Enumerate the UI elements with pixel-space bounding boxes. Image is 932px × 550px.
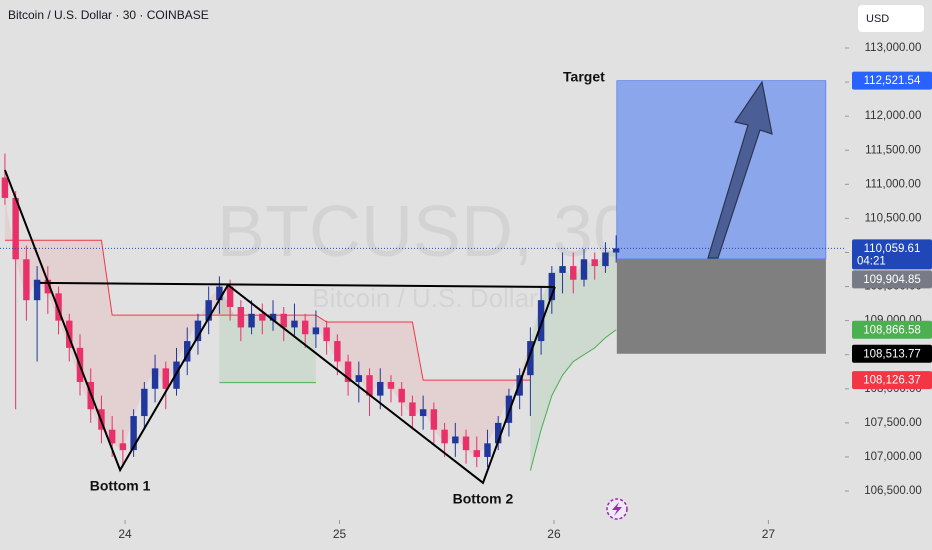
price-label-box [852, 320, 932, 339]
x-tick-label: 24 [118, 527, 132, 541]
watermark: BTCUSD, 30 [217, 192, 633, 272]
candle-body [366, 375, 373, 396]
candle-body [559, 266, 566, 273]
candle-body [12, 197, 19, 260]
price-label-box [852, 371, 932, 390]
candle-body [419, 409, 427, 417]
candle-body [269, 313, 277, 321]
chart-title: Bitcoin / U.S. Dollar · 30 · COINBASE [8, 8, 209, 22]
candle-body [580, 259, 588, 280]
candle-body [387, 381, 395, 389]
price-label-box [852, 344, 932, 363]
band-fill [219, 286, 316, 383]
x-tick-label: 25 [333, 527, 347, 541]
candle-body [151, 368, 159, 389]
price-label: 108,866.58 [863, 324, 921, 336]
candle-body [291, 320, 298, 328]
candle-body [344, 361, 352, 382]
bottom-label: Bottom 2 [453, 491, 514, 507]
arrow [707, 80, 773, 259]
candle-body [462, 436, 470, 451]
watermark-layer: BTCUSD, 30 Bitcoin / U.S. Dollar [217, 192, 633, 313]
y-tick-label: 107,500.00 [864, 417, 922, 429]
candle-body [334, 341, 341, 362]
icon-bolt [612, 502, 622, 516]
price-label-box [852, 270, 932, 289]
candle-body [494, 422, 502, 444]
candle-body [312, 327, 320, 335]
target-label: Target [563, 68, 605, 84]
price-label: 112,521.54 [864, 75, 921, 87]
band-line [529, 329, 617, 471]
candle-body [484, 443, 491, 457]
bottom-label: Bottom 1 [90, 478, 151, 494]
candle-body [301, 320, 309, 335]
candle-body [162, 368, 169, 389]
candle-body [537, 300, 545, 342]
y-tick-label: 111,500.00 [865, 144, 921, 156]
candle-body [602, 252, 609, 267]
currency-button[interactable] [858, 5, 924, 32]
pattern-line [39, 281, 555, 288]
candle-body [119, 443, 127, 451]
candle-body [377, 381, 384, 396]
price-label: 108,513.77 [863, 348, 921, 360]
candle-body [280, 313, 287, 328]
candle-body [612, 248, 620, 253]
candle-body [226, 286, 234, 307]
y-tick-label: 112,000.00 [865, 110, 922, 122]
candle-body [141, 388, 148, 417]
candle-body [44, 279, 52, 294]
candle-body [409, 402, 416, 417]
y-tick-label: 111,000.00 [865, 178, 921, 190]
stop-zone [616, 258, 826, 354]
candle-body [23, 259, 30, 301]
x-tick-label: 26 [547, 527, 561, 541]
candle-body [355, 375, 363, 382]
candle-body [570, 266, 577, 280]
candle-body [237, 306, 245, 328]
candle-body [527, 341, 534, 376]
y-tick-label: 110,500.00 [865, 212, 922, 224]
candle-body [130, 416, 137, 451]
candle-body [452, 436, 459, 444]
candle-body [591, 259, 598, 267]
candle-body [205, 300, 212, 321]
watermark-subtitle: Bitcoin / U.S. Dollar [312, 283, 538, 313]
candle-body [473, 450, 480, 457]
candle-body [323, 327, 330, 342]
icon [606, 498, 628, 520]
candle-body [66, 320, 73, 348]
candle-body [184, 341, 191, 362]
candle-body [430, 409, 438, 430]
price-label: 110,059.61 [864, 243, 921, 255]
y-tick-label: 106,500.00 [864, 485, 922, 497]
x-tick-label: 27 [762, 527, 776, 541]
candle-body [216, 286, 223, 301]
candle-body [194, 320, 202, 342]
candle-body [398, 388, 405, 403]
candle-body [248, 313, 255, 328]
price-label-box [852, 71, 932, 90]
candle-body [259, 313, 266, 321]
candle-body [441, 429, 448, 444]
candle-body [33, 279, 41, 301]
price-label: 109,904.85 [863, 274, 921, 286]
y-tick-label: 113,000.00 [865, 42, 922, 54]
y-tick-label: 107,000.00 [864, 451, 922, 463]
countdown: 04:21 [857, 255, 886, 267]
candle-body [1, 177, 9, 198]
price-label: 108,126.37 [863, 375, 921, 387]
candle-body [108, 429, 116, 444]
price-axis: 106,500.00107,000.00107,500.00108,000.00… [118, 0, 932, 550]
price-label-box [852, 239, 932, 270]
currency[interactable]: USD [866, 13, 889, 25]
